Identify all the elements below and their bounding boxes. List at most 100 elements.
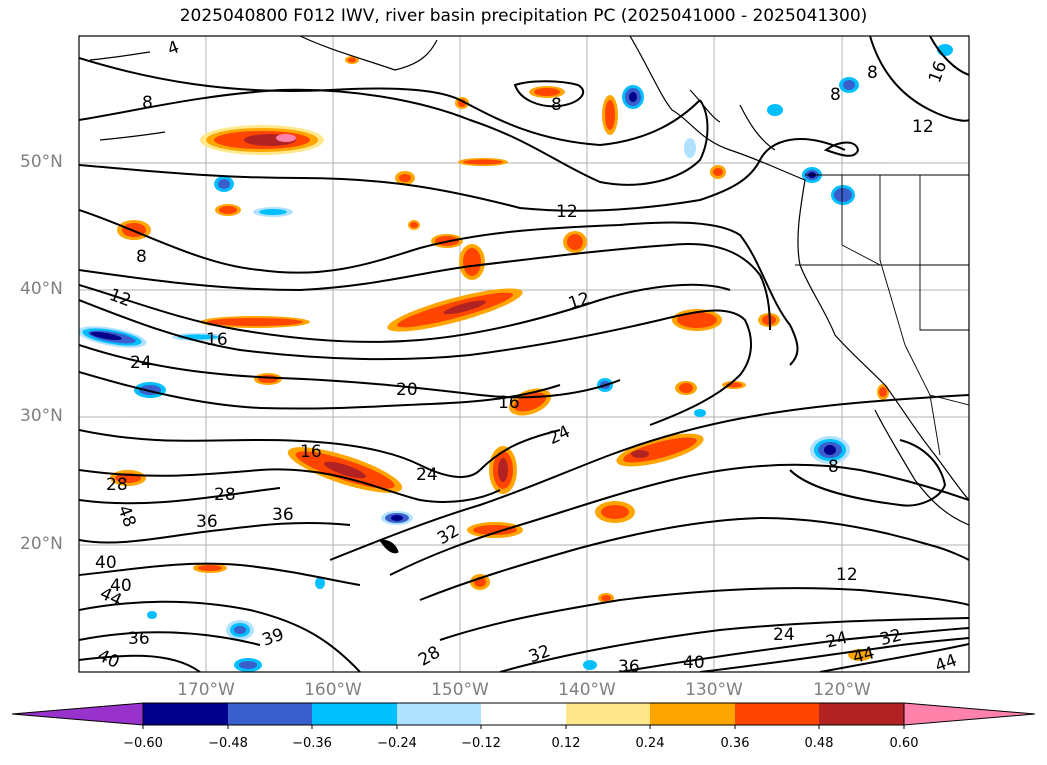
contour-label: 16: [206, 330, 228, 350]
colorbar-segment: [735, 703, 819, 725]
precip-patch: [563, 231, 587, 253]
contour-label: 36: [618, 657, 640, 677]
precip-patch: [147, 611, 157, 619]
contour-label: 24: [130, 353, 152, 373]
colorbar-segment: [819, 703, 904, 725]
precip-patch: [200, 125, 324, 155]
colorbar-tick-label: 0.48: [804, 736, 834, 751]
precip-patch: [595, 501, 635, 523]
contour-label: 24: [773, 625, 795, 645]
contour-label: 40: [110, 576, 132, 596]
precip-patch: [458, 158, 508, 166]
lat-label: 20°N: [20, 534, 63, 554]
iwv-contour-labels: 4 8 8 8 8 8 8 12 12 12 12 12 16 16 16 16…: [94, 37, 960, 677]
lat-label: 40°N: [20, 279, 63, 299]
colorbar-tick-label: −0.24: [377, 736, 417, 751]
lon-label: 120°W: [813, 680, 871, 700]
precip-positive-patches: [110, 56, 889, 661]
precip-patch: [877, 384, 889, 400]
precip-patch: [214, 176, 234, 192]
precip-patch: [345, 56, 359, 64]
precip-patch: [381, 511, 413, 525]
contour-label: 36: [196, 512, 218, 532]
contour-label: 20: [396, 380, 418, 400]
lon-label: 170°W: [177, 680, 235, 700]
precip-patch: [234, 658, 262, 672]
lon-label: 160°W: [304, 680, 362, 700]
precip-patch: [598, 593, 614, 603]
colorbar-segment: [566, 703, 650, 725]
precip-patch: [694, 409, 706, 417]
colorbar-tick-label: 0.24: [635, 736, 665, 751]
contour-label: 8: [551, 95, 562, 115]
colorbar-segment: [143, 703, 228, 725]
precip-patch: [134, 382, 166, 398]
contour-label: 28: [106, 475, 128, 495]
precip-patch: [675, 381, 697, 395]
contour-label: 8: [136, 247, 147, 267]
contour-label: 28: [214, 485, 236, 505]
precip-patch: [408, 220, 420, 230]
contour-label: 8: [142, 93, 153, 113]
precip-patch: [470, 574, 490, 590]
precip-patch: [622, 85, 644, 109]
precip-patch: [459, 244, 485, 280]
precip-patch: [489, 446, 517, 494]
precip-patch: [467, 522, 523, 538]
precip-patch: [583, 660, 597, 670]
map-title: 2025040800 F012 IWV, river basin precipi…: [179, 6, 868, 26]
colorbar-segment: [650, 703, 735, 725]
colorbar: [11, 702, 1036, 729]
contour-label: 24: [416, 465, 438, 485]
contour-label: 16: [498, 393, 520, 413]
contour-label: 40: [683, 653, 705, 673]
precip-patch: [395, 171, 415, 185]
contour-label: 36: [128, 629, 150, 649]
precip-patch: [79, 326, 147, 348]
precip-patch: [810, 436, 850, 464]
precip-patch: [254, 373, 282, 385]
colorbar-segment: [312, 703, 397, 725]
contour-label: 8: [830, 85, 841, 105]
contour-label: 40: [95, 553, 117, 573]
contour-label: 16: [300, 442, 322, 462]
lat-label: 50°N: [20, 152, 63, 172]
map-frame: [78, 35, 970, 673]
lat-label: 30°N: [20, 406, 63, 426]
contour-label: 44: [933, 651, 960, 677]
precip-patch: [215, 204, 241, 216]
precip-patch: [839, 77, 859, 93]
precip-patch: [315, 577, 325, 589]
contour-label: 12: [556, 202, 578, 222]
colorbar-segment: [397, 703, 481, 725]
precip-patch: [684, 138, 696, 158]
colorbar-tick-label: 0.36: [720, 736, 750, 751]
contour-label: 8: [828, 457, 839, 477]
colorbar-extend-low: [11, 702, 144, 726]
colorbar-segment: [228, 703, 312, 725]
precip-patch: [253, 207, 293, 217]
precip-patch: [602, 95, 618, 135]
colorbar-segment: [481, 703, 566, 725]
precip-patch: [226, 620, 254, 640]
precip-patch: [616, 433, 704, 467]
precip-patch: [831, 185, 855, 205]
precip-patch: [767, 104, 783, 116]
colorbar-extend-high: [903, 702, 1036, 726]
lon-label: 140°W: [558, 680, 616, 700]
colorbar-tick-label: −0.48: [208, 736, 248, 751]
precip-patch: [200, 316, 310, 328]
contour-label: 8: [867, 63, 878, 83]
precip-patch: [529, 86, 565, 98]
precip-patch: [287, 447, 403, 493]
lon-label: 150°W: [431, 680, 489, 700]
colorbar-tick-label: −0.12: [461, 736, 501, 751]
colorbar-tick-label: −0.60: [123, 736, 163, 751]
precip-patch: [710, 165, 726, 179]
colorbar-tick-label: 0.12: [551, 736, 581, 751]
contour-label: 12: [912, 117, 934, 137]
borders: [795, 174, 969, 456]
precip-patch: [387, 288, 523, 332]
contour-label: 36: [272, 505, 294, 525]
